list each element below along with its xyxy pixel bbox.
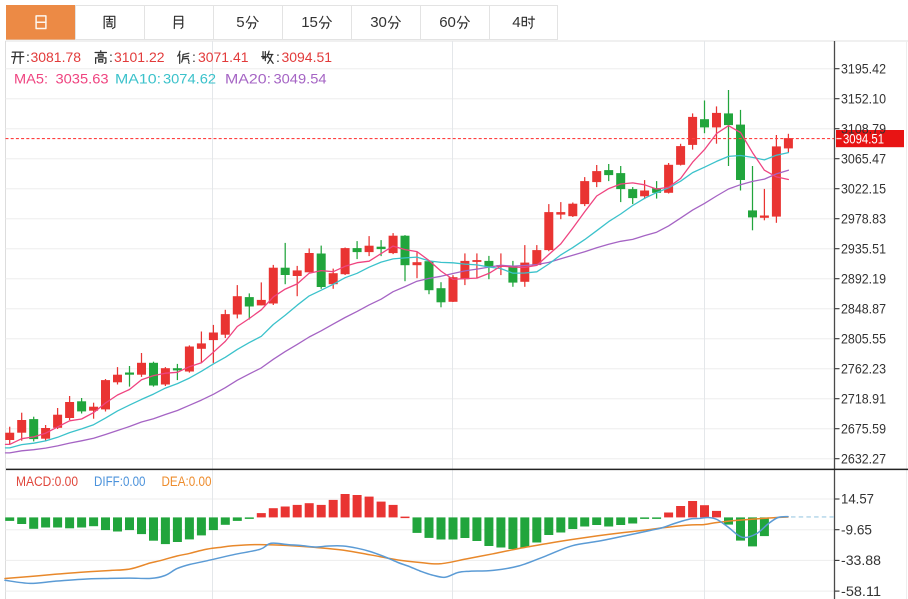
svg-text:2978.83: 2978.83 [841, 211, 886, 226]
svg-text:2805.55: 2805.55 [841, 331, 886, 346]
svg-text::: : [276, 49, 280, 65]
svg-text:-9.65: -9.65 [841, 522, 872, 537]
svg-text:15: 15 [301, 14, 318, 31]
svg-text:3065.47: 3065.47 [841, 151, 886, 166]
svg-text:3094.51: 3094.51 [843, 131, 884, 147]
svg-text:3022.15: 3022.15 [841, 181, 886, 196]
svg-text:60: 60 [439, 14, 456, 31]
svg-text:3108.79: 3108.79 [841, 121, 886, 136]
svg-text:2935.51: 2935.51 [841, 241, 886, 256]
svg-text:MA10:: MA10: [115, 70, 161, 86]
svg-text:2675.59: 2675.59 [841, 421, 886, 436]
svg-text:14.57: 14.57 [841, 492, 874, 507]
svg-text:MACD:0.00: MACD:0.00 [16, 474, 78, 489]
svg-text:DEA:0.00: DEA:0.00 [162, 474, 212, 489]
svg-text:3049.54: 3049.54 [274, 70, 327, 86]
svg-text:2632.27: 2632.27 [841, 451, 886, 466]
svg-text:3074.62: 3074.62 [163, 70, 216, 86]
svg-text::: : [192, 49, 196, 65]
svg-text:3094.51: 3094.51 [282, 49, 333, 65]
svg-text:MA20:: MA20: [225, 70, 271, 86]
svg-text:3195.42: 3195.42 [841, 61, 886, 76]
svg-text::: : [26, 49, 30, 65]
svg-text:3071.41: 3071.41 [198, 49, 249, 65]
svg-text:2762.23: 2762.23 [841, 361, 886, 376]
svg-text:-58.11: -58.11 [841, 584, 881, 599]
svg-text:4: 4 [512, 14, 520, 31]
svg-text:DIFF:0.00: DIFF:0.00 [94, 474, 146, 489]
svg-text:2848.87: 2848.87 [841, 301, 886, 316]
svg-text:3152.10: 3152.10 [841, 91, 886, 106]
svg-text:2892.19: 2892.19 [841, 271, 886, 286]
svg-text:2718.91: 2718.91 [841, 391, 886, 406]
svg-text:3081.78: 3081.78 [31, 49, 82, 65]
svg-text::: : [109, 49, 113, 65]
svg-text:30: 30 [370, 14, 387, 31]
svg-text:3035.63: 3035.63 [56, 70, 109, 86]
svg-text:5: 5 [236, 14, 244, 31]
svg-text:-33.88: -33.88 [841, 553, 881, 568]
svg-text:MA5:: MA5: [14, 70, 48, 86]
svg-text:3101.22: 3101.22 [114, 49, 165, 65]
